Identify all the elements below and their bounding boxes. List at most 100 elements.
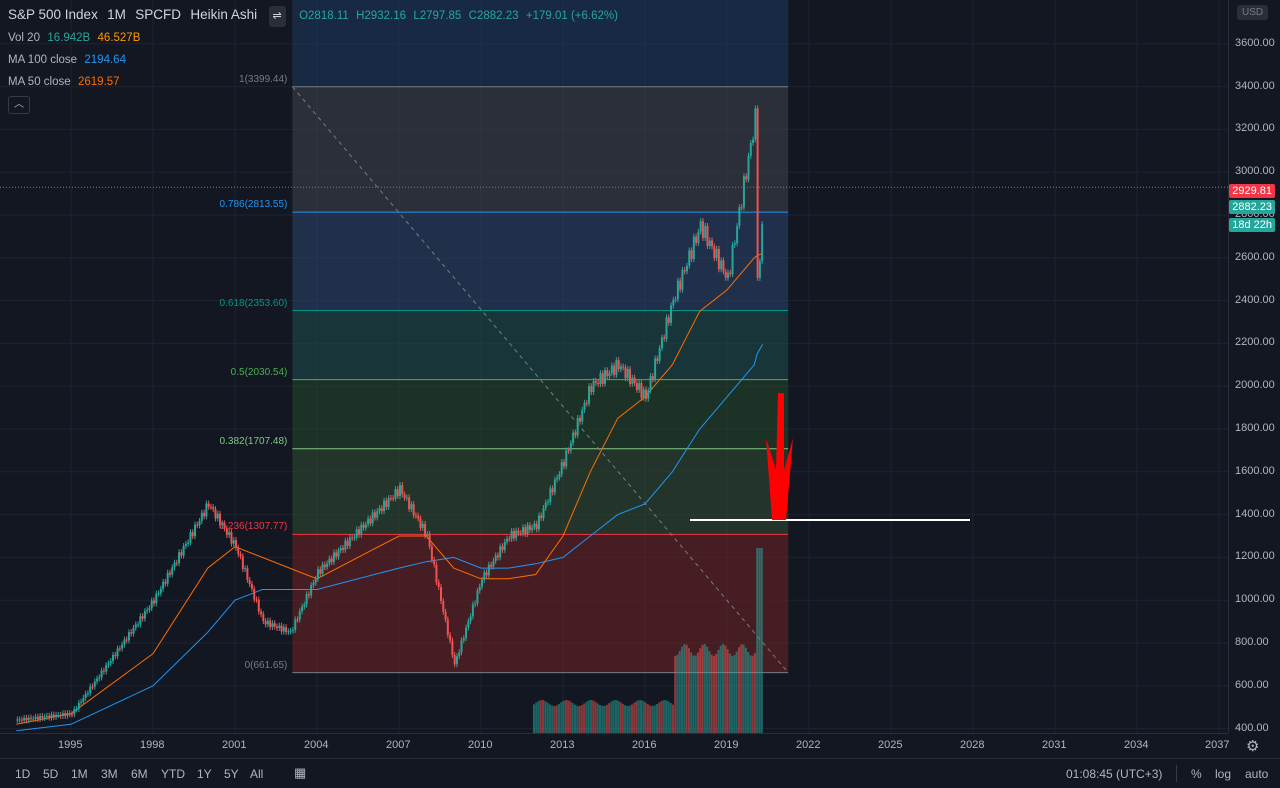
fib-zone	[292, 212, 789, 311]
candle-body	[43, 716, 46, 718]
clock[interactable]: 01:08:45 (UTC+3)	[1066, 767, 1163, 781]
candle-body	[71, 714, 73, 716]
candle-body	[686, 265, 688, 272]
candle-body	[385, 500, 388, 508]
candle-body	[421, 523, 424, 528]
candle-body	[178, 552, 181, 564]
chart-style: Heikin Ashi	[190, 7, 258, 22]
candle-body	[528, 525, 531, 531]
candle-body	[729, 272, 732, 275]
settings-button[interactable]: ⚙	[1246, 737, 1259, 755]
candle-body	[373, 512, 376, 518]
volume-bar	[544, 701, 547, 733]
collapse-legend-button[interactable]: ︿	[8, 96, 30, 114]
candle-body	[86, 693, 89, 695]
volume-bar	[719, 645, 722, 733]
chevron-up-icon: ︿	[14, 99, 24, 110]
candle-body	[403, 494, 406, 498]
range-button-all[interactable]: All	[250, 767, 264, 781]
range-button-6m[interactable]: 6M	[131, 767, 148, 781]
candle-body	[360, 524, 363, 535]
candle-body	[198, 520, 201, 526]
candle-body	[143, 611, 146, 619]
candle-body	[162, 581, 165, 589]
volume-bar	[580, 705, 583, 733]
volume-bar	[724, 645, 727, 733]
range-button-1m[interactable]: 1M	[71, 767, 88, 781]
candle-body	[631, 377, 634, 384]
candle-body	[544, 502, 547, 508]
volume-bar	[626, 705, 629, 733]
candle-body	[581, 409, 584, 422]
candle-body	[453, 655, 456, 665]
percent-button[interactable]: %	[1191, 767, 1202, 781]
range-button-3m[interactable]: 3M	[101, 767, 118, 781]
candle-body	[531, 527, 534, 531]
currency-badge[interactable]: USD	[1237, 5, 1269, 20]
volume-bar	[696, 652, 700, 733]
auto-button[interactable]: auto	[1245, 767, 1269, 781]
candle-body	[351, 537, 354, 539]
ma50-label[interactable]: MA 50 close	[8, 76, 71, 88]
chart-canvas[interactable]	[0, 0, 1228, 733]
candle-body	[105, 665, 108, 672]
candle-body	[417, 515, 420, 519]
range-button-ytd[interactable]: YTD	[161, 767, 185, 781]
candle-body	[96, 678, 99, 682]
candle-body	[663, 337, 666, 339]
chart-pane[interactable]: 1(3399.44) 0.786(2813.55) 0.618(2353.60) 0.…	[0, 0, 1228, 733]
time-axis[interactable]: 1995 1998 2001 2004 2007 2010 2013 2016 2019 2022…	[0, 733, 1229, 759]
candle-body	[68, 713, 71, 715]
volume-bar	[608, 703, 611, 733]
candle-body	[166, 572, 169, 584]
time-tick-label: 2022	[796, 739, 821, 751]
candle-body	[394, 489, 397, 499]
legend-toggle-button[interactable]: ⇌	[268, 6, 286, 27]
countdown-value: 18d 22h	[1232, 219, 1272, 231]
candle-body	[592, 380, 595, 393]
candle-body	[619, 366, 622, 370]
volume-bar	[617, 700, 620, 733]
range-button-5y[interactable]: 5Y	[224, 767, 239, 781]
range-button-1d[interactable]: 1D	[15, 767, 31, 781]
candle-body	[512, 531, 515, 539]
candle-body	[335, 552, 338, 557]
candle-body	[164, 581, 167, 584]
volume-bar	[603, 705, 606, 733]
volume-bar	[687, 648, 690, 733]
candle-body	[695, 236, 698, 243]
date-range-button[interactable]: ▦	[294, 765, 306, 781]
interval[interactable]: 1M	[107, 7, 126, 22]
candle-body	[205, 503, 208, 517]
ma100-label[interactable]: MA 100 close	[8, 54, 78, 66]
candle-body	[184, 543, 187, 547]
candle-body	[278, 625, 281, 628]
volume-bar	[733, 655, 736, 733]
candle-body	[731, 245, 734, 275]
time-tick-label: 2010	[468, 739, 493, 751]
volume-bar	[728, 653, 731, 733]
candle-body	[483, 572, 486, 581]
log-button[interactable]: log	[1215, 767, 1232, 781]
volume-bar	[721, 644, 725, 733]
price-axis[interactable]: USD 3600.00 3400.00 3200.00 3000.00 2800.00 2…	[1228, 0, 1280, 734]
volume-bar	[667, 701, 670, 733]
fib-zone-top	[292, 0, 789, 87]
candle-body	[228, 532, 231, 536]
candle-body	[706, 225, 709, 247]
candle-body	[253, 588, 256, 600]
candle-body	[32, 718, 35, 720]
range-button-5d[interactable]: 5D	[43, 767, 59, 781]
candle-body	[203, 512, 206, 517]
bottom-toolbar: 1D 5D 1M 3M 6M YTD 1Y 5Y All ▦ 01:08:45 (UTC+3) …	[0, 758, 1280, 788]
range-button-1y[interactable]: 1Y	[197, 767, 212, 781]
symbol-name[interactable]: S&P 500 Index	[8, 7, 98, 22]
candle-body	[478, 586, 481, 591]
vol-label[interactable]: Vol 20	[8, 32, 40, 44]
candle-body	[408, 497, 411, 510]
ohlc-close: C2882.23	[468, 10, 519, 22]
candle-body	[558, 474, 561, 478]
candle-body	[52, 714, 55, 717]
fib-zone	[292, 448, 789, 535]
volume-bar	[747, 652, 750, 733]
